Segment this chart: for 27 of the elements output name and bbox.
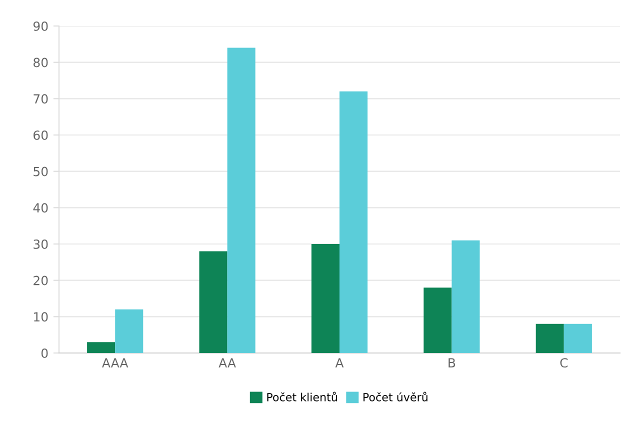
x-tick-label: A: [335, 358, 344, 368]
bar: [340, 91, 368, 353]
x-tick-label: C: [560, 358, 568, 368]
bar: [424, 288, 452, 353]
y-tick-label: 40: [33, 203, 48, 213]
y-tick-label: 20: [34, 276, 48, 286]
y-tick-label: 70: [34, 94, 48, 104]
bar: [115, 309, 144, 353]
legend-label: Počet klientů: [267, 392, 337, 402]
x-tick-label: B: [448, 358, 456, 368]
bar: [536, 324, 564, 353]
y-tick-label: 10: [34, 312, 48, 322]
bar: [87, 342, 116, 353]
x-tick-label: AAA: [102, 358, 128, 368]
y-tick-label: 30: [34, 239, 48, 249]
bar: [452, 240, 480, 353]
y-tick-label: 80: [34, 58, 48, 68]
y-tick-label: 60: [34, 130, 48, 140]
y-tick-label: 50: [34, 166, 48, 176]
bar: [564, 324, 592, 353]
y-tick-label: 0: [41, 348, 48, 358]
legend-label: Počet úvěrů: [364, 392, 428, 402]
bar: [199, 251, 228, 353]
y-tick-label: 90: [33, 21, 48, 31]
bar: [227, 48, 256, 353]
bar: [311, 244, 340, 353]
x-tick-label: AA: [218, 358, 236, 368]
